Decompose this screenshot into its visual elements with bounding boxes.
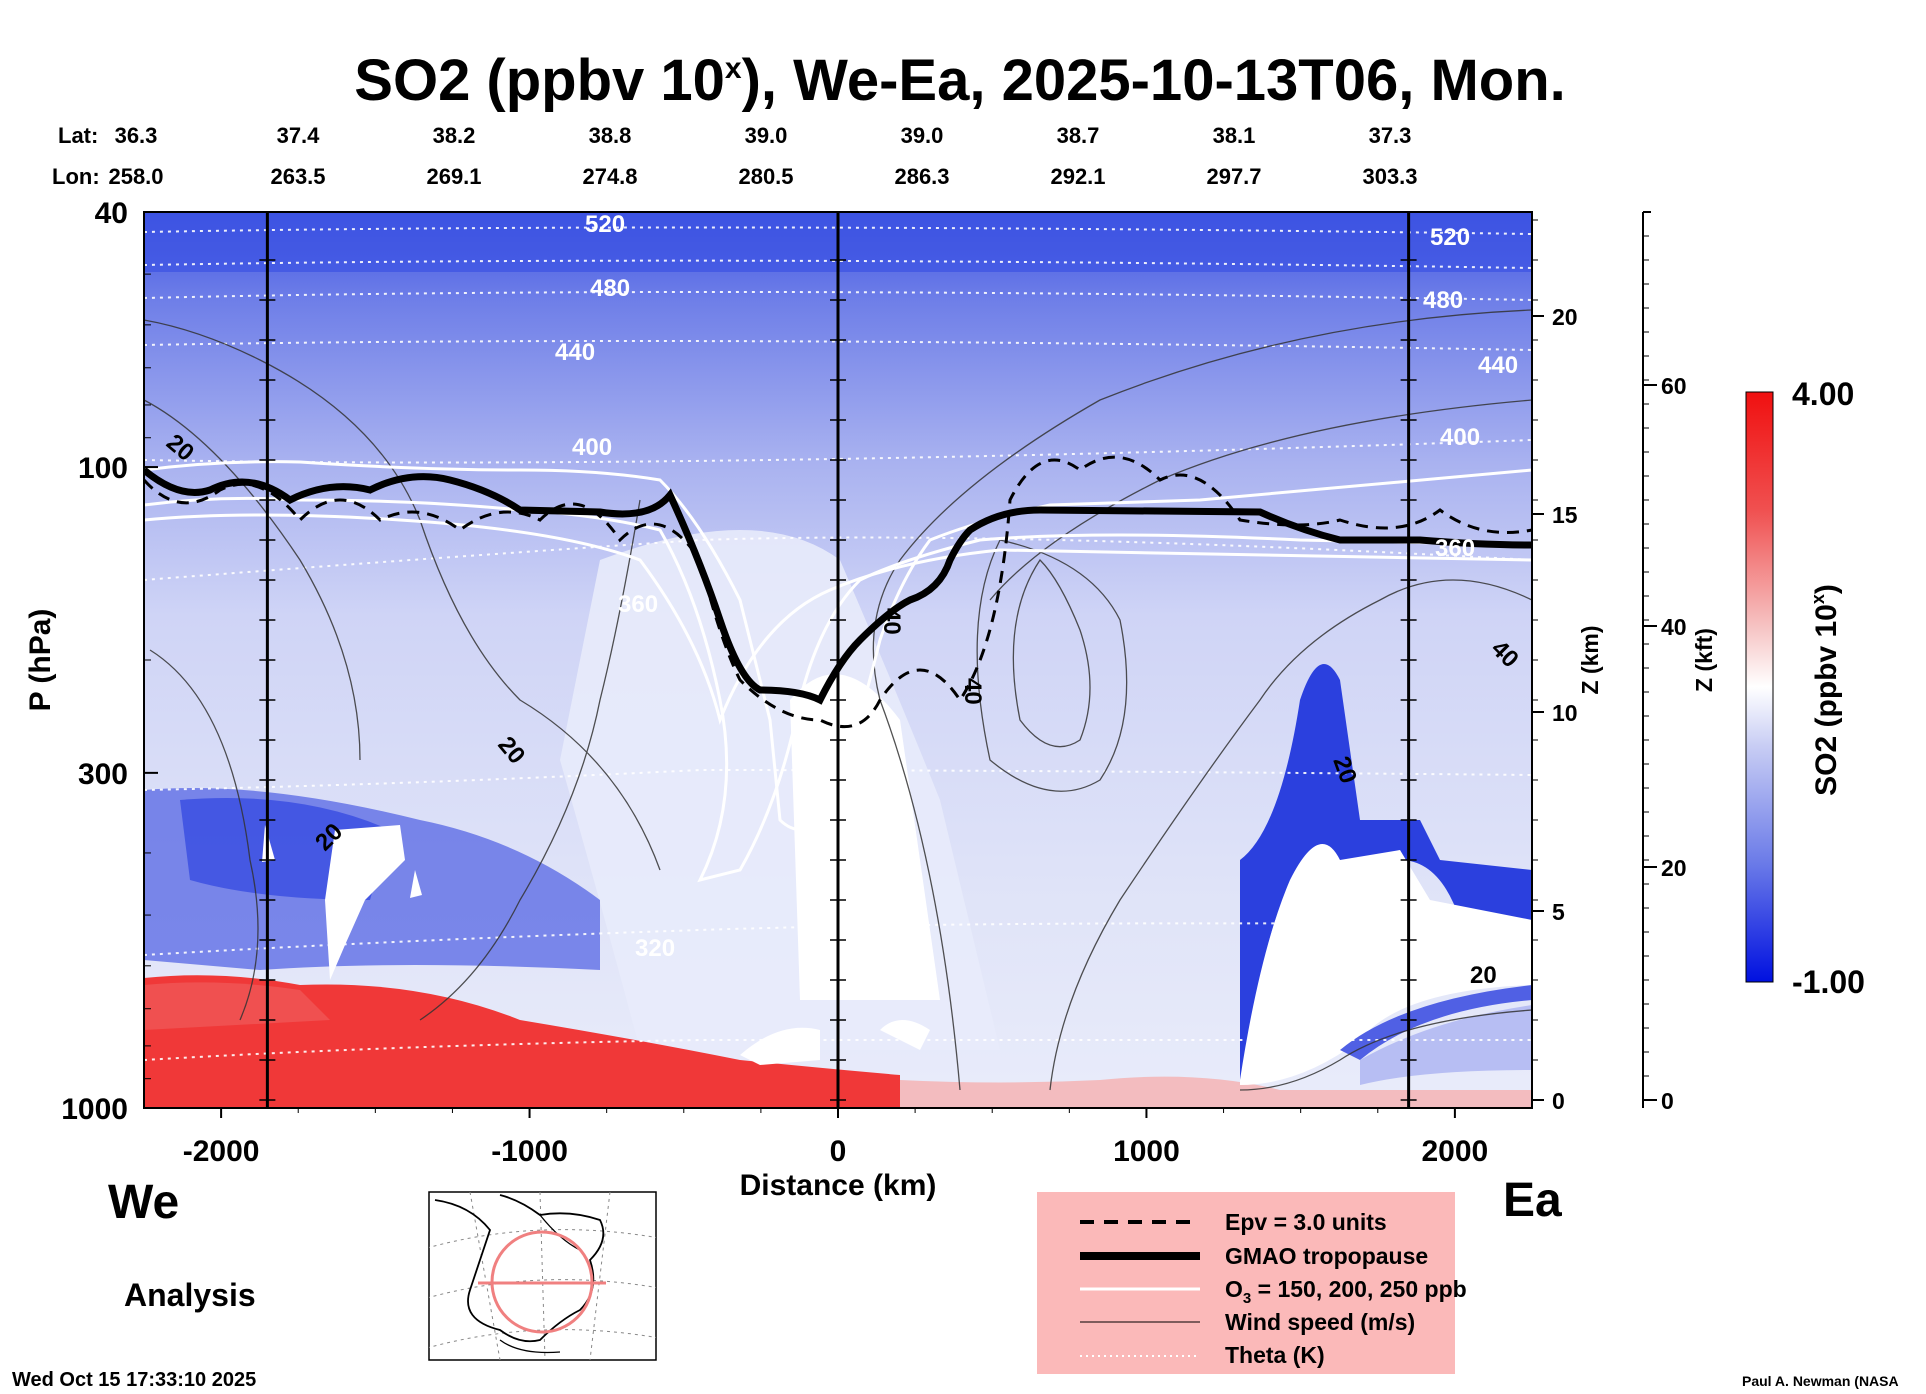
timestamp: Wed Oct 15 17:33:10 2025 bbox=[12, 1369, 256, 1391]
lon-value: 258.0 bbox=[108, 164, 163, 189]
z-km-tick-label: 5 bbox=[1552, 899, 1565, 925]
x-tick-label: -2000 bbox=[183, 1135, 260, 1168]
z-kft-axis: 0 20 40 60 Z (kft) bbox=[1642, 211, 1717, 1114]
colorbar bbox=[1745, 391, 1774, 983]
wind-label-8: 20 bbox=[1470, 962, 1497, 989]
legend-label-theta: Theta (K) bbox=[1225, 1342, 1325, 1368]
y-tick-label: 300 bbox=[78, 758, 128, 791]
theta-label-520-left: 520 bbox=[585, 211, 625, 238]
east-label: Ea bbox=[1503, 1174, 1562, 1227]
lat-value: 39.0 bbox=[901, 123, 944, 148]
vertical-markers bbox=[259, 212, 1417, 1108]
lon-value: 280.5 bbox=[738, 164, 793, 189]
theta-label-320-left: 320 bbox=[635, 935, 675, 962]
lat-value: 36.3 bbox=[115, 123, 158, 148]
colorbar-label: SO2 (ppbv 10x) bbox=[1808, 584, 1843, 796]
lat-value: 39.0 bbox=[745, 123, 788, 148]
x-axis: -2000 -1000 0 1000 2000 Distance (km) bbox=[183, 1108, 1489, 1202]
lon-value: 286.3 bbox=[894, 164, 949, 189]
z-km-axis: 0 5 10 15 20 Z (km) bbox=[1532, 219, 1603, 1114]
west-label: We bbox=[108, 1176, 179, 1229]
lon-label: Lon: bbox=[52, 164, 100, 189]
theta-label-360-right: 360 bbox=[1435, 535, 1475, 562]
lat-label: Lat: bbox=[58, 123, 98, 148]
theta-label-480-right: 480 bbox=[1423, 287, 1463, 314]
legend-label-o3: O3 = 150, 200, 250 ppb bbox=[1225, 1276, 1467, 1307]
z-kft-tick-label: 0 bbox=[1661, 1088, 1674, 1114]
legend-label-wind: Wind speed (m/s) bbox=[1225, 1309, 1415, 1335]
legend-label-epv: Epv = 3.0 units bbox=[1225, 1209, 1387, 1235]
z-kft-tick-label: 20 bbox=[1661, 855, 1687, 881]
theta-label-400-left: 400 bbox=[572, 434, 612, 461]
lat-value: 38.7 bbox=[1057, 123, 1100, 148]
analysis-label: Analysis bbox=[124, 1277, 256, 1313]
lon-value: 263.5 bbox=[270, 164, 325, 189]
legend-label-tropopause: GMAO tropopause bbox=[1225, 1243, 1428, 1269]
z-km-tick-label: 15 bbox=[1552, 502, 1578, 528]
y-tick-label: 100 bbox=[78, 452, 128, 485]
z-kft-tick-label: 40 bbox=[1661, 614, 1687, 640]
z-km-tick-label: 10 bbox=[1552, 700, 1578, 726]
x-tick-label: 0 bbox=[830, 1135, 847, 1168]
x-tick-label: 1000 bbox=[1113, 1135, 1180, 1168]
credit: Paul A. Newman (NASA bbox=[1742, 1373, 1899, 1389]
y-tick-label: 40 bbox=[95, 197, 128, 230]
lat-value: 37.4 bbox=[277, 123, 321, 148]
lat-values: 36.3 37.4 38.2 38.8 39.0 39.0 38.7 38.1 37.3 bbox=[115, 123, 1412, 148]
z-km-tick-label: 0 bbox=[1552, 1088, 1565, 1114]
lat-value: 38.1 bbox=[1213, 123, 1256, 148]
theta-label-480-left: 480 bbox=[590, 275, 630, 302]
y-axis: 40 100 300 1000 P (hPa) bbox=[24, 197, 158, 1126]
x-tick-label: 2000 bbox=[1422, 1135, 1489, 1168]
locator-map bbox=[428, 1191, 657, 1361]
theta-label-440-right: 440 bbox=[1478, 352, 1518, 379]
x-axis-label: Distance (km) bbox=[740, 1169, 937, 1202]
theta-label-400-right: 400 bbox=[1440, 424, 1480, 451]
lat-value: 38.2 bbox=[433, 123, 476, 148]
lon-values: 258.0 263.5 269.1 274.8 280.5 286.3 292.1 297.7… bbox=[108, 164, 1417, 189]
lon-value: 303.3 bbox=[1362, 164, 1417, 189]
lat-value: 37.3 bbox=[1369, 123, 1412, 148]
z-km-label: Z (km) bbox=[1577, 626, 1603, 695]
y-axis-label: P (hPa) bbox=[24, 609, 57, 712]
colorbar-max: 4.00 bbox=[1792, 376, 1854, 412]
z-kft-tick-label: 60 bbox=[1661, 373, 1687, 399]
wind-label-4: 40 bbox=[878, 608, 905, 635]
lon-value: 292.1 bbox=[1050, 164, 1105, 189]
x-tick-label: -1000 bbox=[491, 1135, 568, 1168]
z-kft-label: Z (kft) bbox=[1691, 628, 1717, 692]
lon-value: 274.8 bbox=[582, 164, 637, 189]
legend: Epv = 3.0 units GMAO tropopause O3 = 150… bbox=[1037, 1192, 1467, 1374]
wind-label-5: 40 bbox=[959, 678, 986, 705]
z-km-tick-label: 20 bbox=[1552, 304, 1578, 330]
theta-label-440-left: 440 bbox=[555, 339, 595, 366]
theta-label-360-left: 360 bbox=[618, 591, 658, 618]
lon-value: 269.1 bbox=[426, 164, 481, 189]
lon-value: 297.7 bbox=[1206, 164, 1261, 189]
chart-title: SO2 (ppbv 10x), We-Ea, 2025-10-13T06, Mo… bbox=[354, 48, 1565, 113]
lat-value: 38.8 bbox=[589, 123, 632, 148]
theta-label-520-right: 520 bbox=[1430, 224, 1470, 251]
y-tick-label: 1000 bbox=[61, 1093, 128, 1126]
colorbar-min: -1.00 bbox=[1792, 964, 1865, 1000]
